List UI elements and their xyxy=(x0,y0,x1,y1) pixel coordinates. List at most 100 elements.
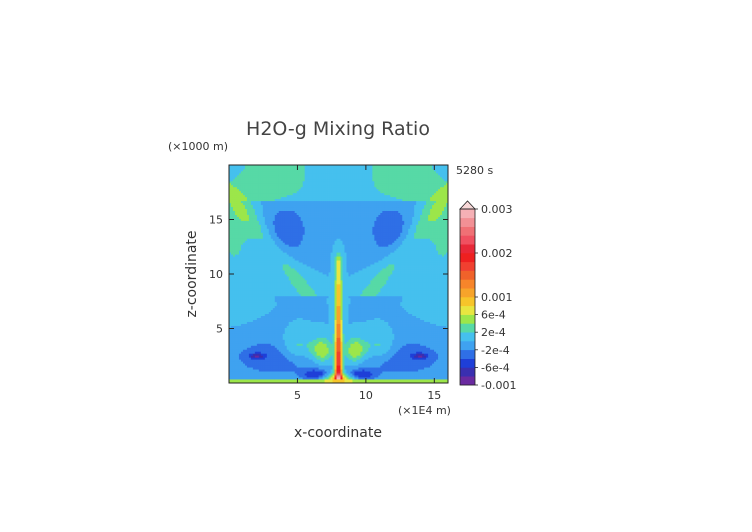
heatmap-cell xyxy=(372,317,375,320)
heatmap-cell xyxy=(428,335,431,338)
heatmap-cell xyxy=(412,351,415,354)
heatmap-cell xyxy=(412,323,415,326)
heatmap-cell xyxy=(404,339,407,342)
heatmap-cell xyxy=(388,339,391,342)
heatmap-cell xyxy=(344,381,347,384)
heatmap-cell xyxy=(296,333,300,336)
heatmap-cell xyxy=(414,351,417,354)
heatmap-cell xyxy=(376,309,379,313)
heatmap-cell xyxy=(312,325,316,328)
heatmap-cell xyxy=(272,325,276,328)
heatmap-cell xyxy=(440,375,443,378)
heatmap-cell xyxy=(442,331,445,334)
heatmap-cell xyxy=(238,359,242,362)
heatmap-cell xyxy=(246,335,250,338)
heatmap-cell xyxy=(304,381,308,384)
heatmap-cell xyxy=(350,335,353,338)
heatmap-cell xyxy=(352,361,355,364)
heatmap-cell xyxy=(406,361,409,364)
heatmap-cell xyxy=(382,373,385,376)
heatmap-cell xyxy=(310,337,314,340)
heatmap-cell xyxy=(296,355,300,358)
heatmap-cell xyxy=(410,345,413,348)
heatmap-cell xyxy=(324,313,327,317)
heatmap-cell xyxy=(324,355,327,358)
heatmap-cell xyxy=(412,347,415,350)
heatmap-cell xyxy=(396,381,399,384)
heatmap-cell xyxy=(366,337,369,340)
heatmap-cell xyxy=(440,345,443,348)
heatmap-cell xyxy=(304,347,308,350)
heatmap-cell xyxy=(238,371,242,374)
heatmap-cell xyxy=(248,375,252,378)
heatmap-cell xyxy=(434,311,437,315)
heatmap-cell xyxy=(390,353,393,356)
heatmap-cell xyxy=(346,315,349,318)
heatmap-cell xyxy=(410,353,413,356)
heatmap-cell xyxy=(306,363,310,366)
heatmap-cell xyxy=(364,361,367,364)
heatmap-cell xyxy=(380,327,383,330)
heatmap-cell xyxy=(232,359,236,362)
heatmap-cell xyxy=(274,321,278,324)
heatmap-cell xyxy=(426,359,429,362)
heatmap-cell xyxy=(420,367,423,370)
heatmap-cell xyxy=(422,311,425,315)
heatmap-cell xyxy=(232,345,236,348)
heatmap-cell xyxy=(286,329,290,332)
heatmap-cell xyxy=(310,363,314,366)
heatmap-cell xyxy=(318,325,321,328)
heatmap-cell xyxy=(402,347,405,350)
heatmap-cell xyxy=(410,373,413,376)
heatmap-cell xyxy=(366,381,369,384)
heatmap-cell xyxy=(302,369,306,372)
heatmap-cell xyxy=(368,361,371,364)
heatmap-cell xyxy=(402,359,405,362)
heatmap-cell xyxy=(402,361,405,364)
heatmap-cell xyxy=(320,335,323,338)
heatmap-cell xyxy=(380,321,383,324)
heatmap-cell xyxy=(430,351,433,354)
heatmap-cell xyxy=(328,333,331,336)
heatmap-cell xyxy=(292,349,296,352)
heatmap-cell xyxy=(374,329,377,332)
heatmap-cell xyxy=(246,379,250,382)
heatmap-cell xyxy=(256,319,260,322)
heatmap-cell xyxy=(304,341,308,344)
heatmap-cell xyxy=(330,327,333,330)
heatmap-cell xyxy=(246,373,250,376)
heatmap-cell xyxy=(318,371,321,374)
heatmap-cell xyxy=(352,335,355,338)
heatmap-cell xyxy=(266,357,270,360)
heatmap-cell xyxy=(398,343,401,346)
heatmap-cell xyxy=(318,367,321,370)
heatmap-cell xyxy=(312,341,316,344)
heatmap-cell xyxy=(260,347,264,350)
heatmap-cell xyxy=(278,373,282,376)
heatmap-cell xyxy=(244,339,248,342)
heatmap-cell xyxy=(308,343,312,346)
heatmap-cell xyxy=(384,375,387,378)
heatmap-cell xyxy=(260,375,264,378)
heatmap-cell xyxy=(432,309,435,313)
heatmap-cell xyxy=(272,367,276,370)
heatmap-cell xyxy=(262,369,266,372)
heatmap-cell xyxy=(266,339,270,342)
heatmap-cell xyxy=(326,339,329,342)
heatmap-cell xyxy=(290,373,294,376)
heatmap-cell xyxy=(262,353,266,356)
heatmap-cell xyxy=(244,331,248,334)
heatmap-cell xyxy=(238,341,242,344)
heatmap-cell xyxy=(290,369,294,372)
heatmap-cell xyxy=(252,337,256,340)
heatmap-cell xyxy=(262,361,266,364)
heatmap-cell xyxy=(264,335,268,338)
heatmap-cell xyxy=(320,381,323,384)
heatmap-cell xyxy=(392,325,395,328)
heatmap-cell xyxy=(412,313,415,317)
heatmap-cell xyxy=(232,349,236,352)
heatmap-cell xyxy=(418,367,421,370)
heatmap-cell xyxy=(356,341,359,344)
heatmap-cell xyxy=(300,327,304,330)
heatmap-cell xyxy=(304,353,308,356)
